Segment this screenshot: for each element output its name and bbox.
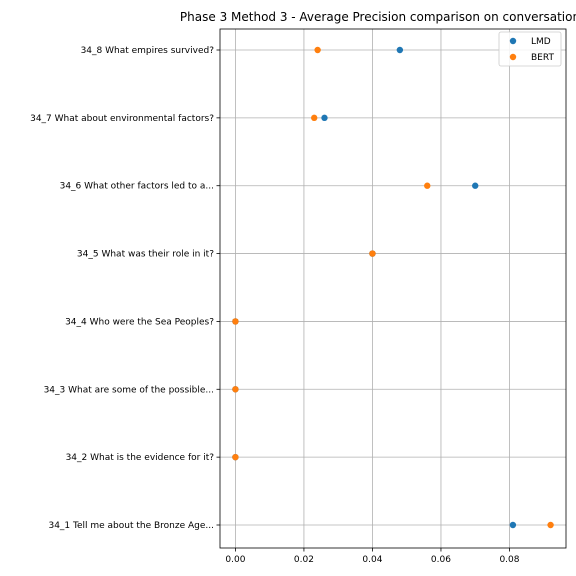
chart-title: Phase 3 Method 3 - Average Precision com… (180, 10, 576, 24)
x-tick-label: 0.04 (362, 555, 382, 565)
data-point-lmd (472, 182, 479, 189)
data-point-lmd (509, 521, 517, 529)
data-point-bert (369, 250, 376, 257)
data-point-bert (424, 182, 431, 189)
y-tick-label: 34_6 What other factors led to a... (60, 182, 214, 192)
grid (220, 29, 566, 548)
y-tick-label: 34_2 What is the evidence for it? (66, 453, 215, 463)
legend-marker (509, 53, 517, 61)
legend-label: LMD (531, 37, 551, 47)
y-tick-label: 34_4 Who were the Sea Peoples? (65, 317, 214, 327)
x-tick-label: 0.00 (225, 555, 245, 565)
data-point-bert (314, 46, 321, 54)
data-point-bert (311, 114, 318, 122)
x-tick-label: 0.02 (294, 555, 314, 565)
y-tick-label: 34_1 Tell me about the Bronze Age... (48, 521, 214, 531)
y-tick-label: 34_3 What are some of the possible... (44, 385, 214, 395)
legend-label: BERT (531, 53, 554, 63)
data-point-lmd (321, 114, 328, 122)
y-tick-label: 34_5 What was their role in it? (77, 250, 214, 260)
axes: 0.00 0.02 0.04 0.06 0.08 34_1 Tell me about t… (30, 28, 567, 565)
data-point-lmd (396, 46, 404, 54)
data-point-bert (232, 453, 239, 461)
y-tick-label: 34_7 What about environmental factors? (30, 114, 214, 124)
data-point-bert (232, 386, 239, 393)
x-tick-label: 0.06 (431, 555, 451, 565)
data-points (232, 46, 554, 529)
data-point-bert (232, 318, 239, 325)
plot-frame (219, 28, 567, 549)
y-tick-label: 34_8 What empires survived? (81, 46, 215, 56)
legend-marker (509, 37, 517, 45)
data-point-bert (547, 521, 554, 529)
legend: LMD BERT (498, 31, 562, 67)
x-tick-label: 0.08 (499, 555, 519, 565)
